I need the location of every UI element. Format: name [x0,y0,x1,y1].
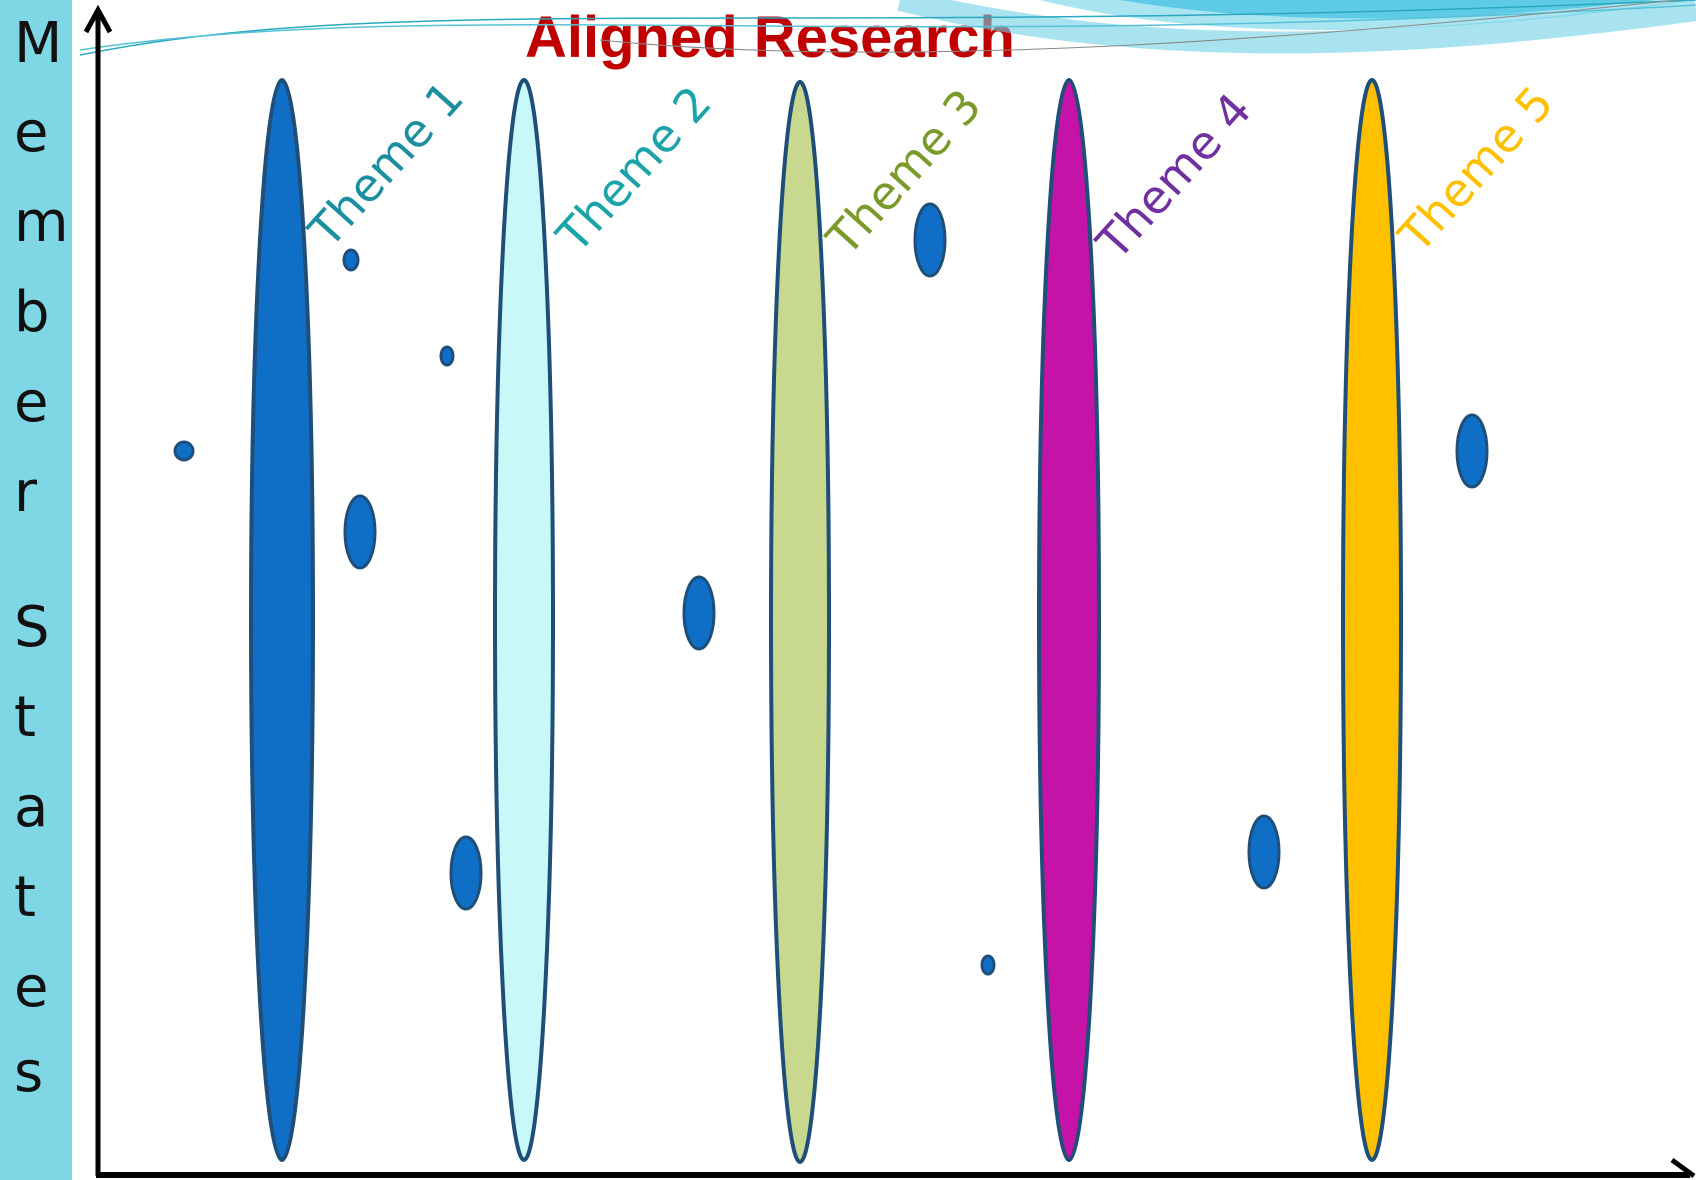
theme-4-column [1037,78,1101,1162]
y-axis-label-letter: m [14,190,69,255]
y-axis-label-letter: e [14,955,49,1020]
y-axis-label-letter: t [14,685,36,750]
theme-4-label: Theme 4 [1085,83,1261,270]
axes [83,4,1696,1179]
theme-columns: Theme 1 Theme 2 Theme 3 Theme 4 Theme 5 [249,71,1564,1164]
x-axis-arrow [1670,1157,1696,1179]
theme-2-label: Theme 2 [545,76,721,263]
member-dot [343,494,377,570]
theme-3-label: Theme 3 [815,79,991,266]
y-axis-label-letter: a [14,775,49,840]
member-dots [173,202,1489,976]
y-axis-label-letter: e [14,100,49,165]
theme-3-column [769,80,831,1164]
y-axis-label-letter: s [14,1040,44,1105]
theme-1-label: Theme 1 [297,71,473,258]
y-axis-arrow [83,4,113,34]
y-axis-label-letter: b [14,280,50,345]
theme-2-column [493,78,555,1162]
member-dot [449,835,483,911]
y-axis-label-letter: S [14,595,50,660]
theme-1-column [249,78,315,1162]
member-dot [173,440,195,462]
member-dot [1247,814,1281,890]
member-dot [980,954,996,976]
theme-5-label: Theme 5 [1387,76,1563,263]
y-axis-label-letter: t [14,865,36,930]
slide-title: Aligned Research [525,5,1015,70]
member-dot [439,345,455,367]
member-dot [913,202,947,278]
y-axis-label-letter: M [14,11,63,76]
y-axis-label-letter: r [14,460,38,525]
member-dot [682,575,716,651]
theme-5-column [1341,78,1403,1162]
y-axis-label-letter: e [14,370,49,435]
member-dot [342,248,360,272]
member-dot [1455,413,1489,489]
